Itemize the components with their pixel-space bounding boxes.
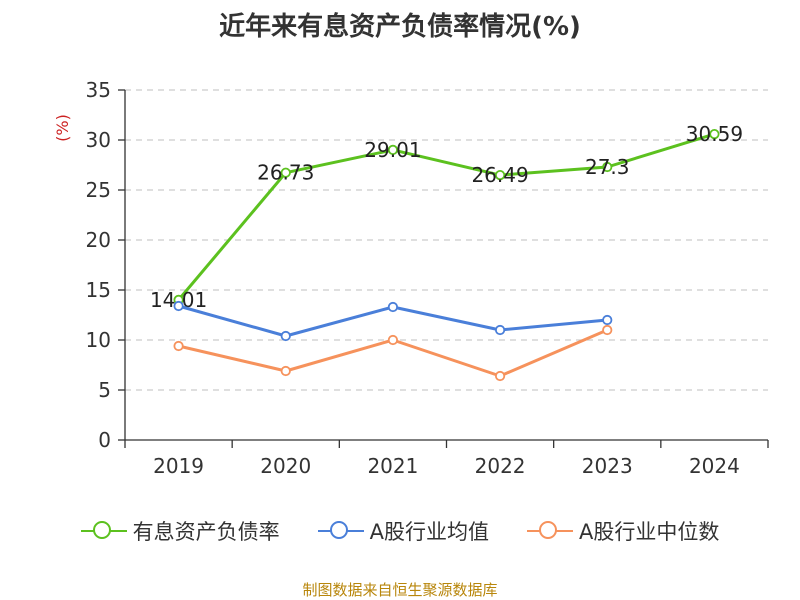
series-line-0 — [177, 132, 715, 301]
data-label: 26.49 — [471, 163, 528, 187]
data-point — [602, 161, 613, 173]
y-tick-label: 20 — [86, 228, 111, 252]
chart-title: 近年来有息资产负债率情况(%) — [219, 12, 581, 42]
data-point — [387, 334, 399, 346]
legend-label: A股行业均值 — [369, 520, 489, 544]
data-point — [173, 340, 184, 352]
data-point — [173, 300, 184, 312]
y-tick-label: 0 — [98, 428, 111, 452]
data-point — [602, 314, 613, 326]
data-point — [280, 167, 291, 178]
x-tick-label: 2019 — [153, 454, 204, 478]
y-tick-label: 35 — [86, 78, 111, 102]
x-tick-label: 2022 — [475, 454, 526, 478]
data-point — [387, 301, 399, 313]
data-label: 30.59 — [686, 122, 743, 146]
data-point — [709, 129, 720, 140]
y-tick-label: 10 — [86, 328, 111, 352]
chart-legend: 有息资产负债率 A股行业均值 A股行业中位数 — [0, 516, 800, 546]
data-label: 29.01 — [364, 138, 421, 162]
data-point — [494, 370, 506, 382]
y-tick-label: 25 — [86, 178, 111, 202]
legend-item-industry-mean[interactable]: A股行业均值 — [317, 516, 489, 546]
data-label: 26.73 — [257, 161, 314, 185]
x-tick-label: 2020 — [260, 454, 311, 478]
legend-item-industry-median[interactable]: A股行业中位数 — [527, 516, 719, 546]
data-point — [280, 330, 291, 342]
y-tick-label: 15 — [86, 278, 111, 302]
x-tick-label: 2024 — [689, 454, 740, 478]
legend-marker-orange — [527, 519, 573, 543]
legend-marker-green — [80, 519, 127, 543]
legend-item-interest-debt-ratio[interactable]: 有息资产负债率 — [80, 516, 280, 546]
data-point — [494, 324, 506, 336]
data-label: 27.3 — [585, 155, 630, 179]
source-note: 制图数据来自恒生聚源数据库 — [302, 581, 498, 599]
y-axis-label: (%) — [53, 114, 72, 142]
x-tick-label: 2021 — [367, 454, 418, 478]
data-point — [280, 365, 291, 377]
legend-label: A股行业中位数 — [579, 520, 720, 544]
x-tick-label: 2023 — [582, 454, 633, 478]
y-tick-label: 5 — [98, 378, 111, 402]
data-point — [602, 324, 613, 336]
legend-label: 有息资产负债率 — [132, 520, 280, 544]
legend-marker-blue — [317, 519, 364, 543]
data-point — [494, 170, 506, 181]
data-point — [387, 144, 399, 155]
y-tick-label: 30 — [86, 128, 111, 152]
